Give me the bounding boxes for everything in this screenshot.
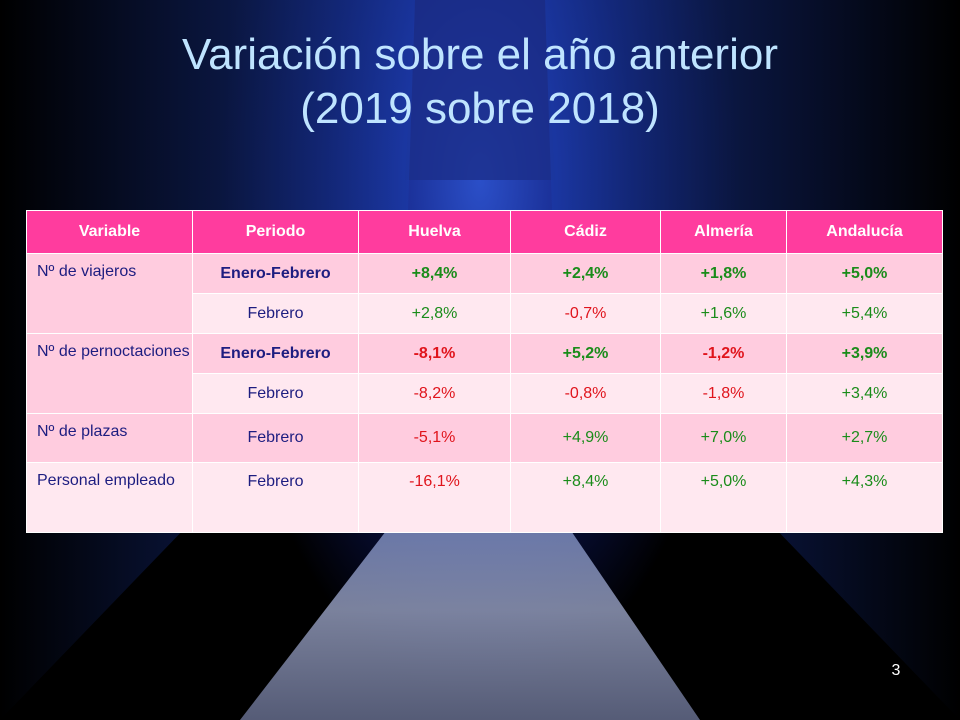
andalucia-cell: +4,3% [786,462,943,533]
table-row: Febrero +2,8% -0,7% +1,6% +5,4% [27,293,943,334]
huelva-cell: +8,4% [358,253,511,294]
huelva-cell: +2,8% [358,293,511,334]
andalucia-cell: +5,0% [786,253,943,294]
periodo-cell: Febrero [192,462,359,533]
variable-cell: Personal empleado [26,462,193,533]
title-line-1: Variación sobre el año anterior [182,30,778,79]
header-almeria: Almería [660,210,787,254]
almeria-cell: +5,0% [660,462,787,533]
almeria-cell: -1,2% [660,333,787,374]
cadiz-cell: +4,9% [510,413,661,463]
periodo-cell: Enero-Febrero [192,333,359,374]
table-row: Personal empleado Febrero -16,1% +8,4% +… [26,462,943,533]
huelva-cell: -16,1% [358,462,511,533]
almeria-cell: +1,6% [660,293,787,334]
almeria-cell: +1,8% [660,253,787,294]
slide-title: Variación sobre el año anterior (2019 so… [0,28,960,136]
table-row: Febrero -8,2% -0,8% -1,8% +3,4% [27,373,943,414]
huelva-cell: -8,2% [358,373,511,414]
periodo-cell: Enero-Febrero [192,253,359,294]
variable-cell: Nº de viajeros [26,253,193,334]
andalucia-cell: +3,4% [786,373,943,414]
table-row: Nº de viajeros Enero-Febrero +8,4% +2,4%… [26,253,943,334]
cadiz-cell: -0,8% [510,373,661,414]
andalucia-cell: +3,9% [786,333,943,374]
huelva-cell: -8,1% [358,333,511,374]
cadiz-cell: +5,2% [510,333,661,374]
cadiz-cell: +8,4% [510,462,661,533]
header-huelva: Huelva [358,210,511,254]
periodo-cell: Febrero [192,293,359,334]
header-cadiz: Cádiz [510,210,661,254]
title-line-2: (2019 sobre 2018) [300,84,660,133]
variable-cell: Nº de plazas [26,413,193,463]
periodo-cell: Febrero [192,413,359,463]
table-row: Nº de plazas Febrero -5,1% +4,9% +7,0% +… [26,413,943,463]
periodo-cell: Febrero [192,373,359,414]
cadiz-cell: -0,7% [510,293,661,334]
cadiz-cell: +2,4% [510,253,661,294]
page-number: 3 [891,662,901,679]
variable-cell: Nº de pernoctaciones [26,333,193,414]
header-variable: Variable [26,210,193,254]
almeria-cell: +7,0% [660,413,787,463]
andalucia-cell: +5,4% [786,293,943,334]
header-periodo: Periodo [192,210,359,254]
huelva-cell: -5,1% [358,413,511,463]
table-row: Nº de pernoctaciones Enero-Febrero -8,1%… [26,333,943,414]
variation-table: Variable Periodo Huelva Cádiz Almería An… [26,210,943,533]
table-header-row: Variable Periodo Huelva Cádiz Almería An… [26,210,943,254]
andalucia-cell: +2,7% [786,413,943,463]
almeria-cell: -1,8% [660,373,787,414]
header-andalucia: Andalucía [786,210,943,254]
